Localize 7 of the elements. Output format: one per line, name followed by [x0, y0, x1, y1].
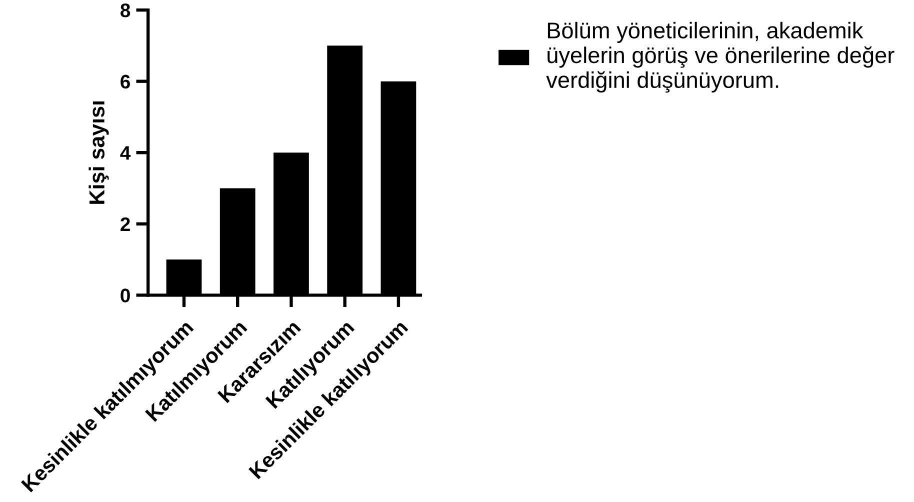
y-axis-title: Kişi sayısı [88, 101, 109, 204]
y-tick-label: 8 [120, 4, 130, 18]
legend-label: Bölüm yöneticilerinin, akademik üyelerin görüş ve önerilerine değer verdiğini düşünüyorum. [546, 22, 894, 93]
y-tick-label: 4 [120, 146, 131, 160]
y-tick-label: 2 [120, 217, 130, 231]
y-tick-label: 6 [120, 74, 130, 89]
y-tick-label: 0 [120, 288, 130, 302]
